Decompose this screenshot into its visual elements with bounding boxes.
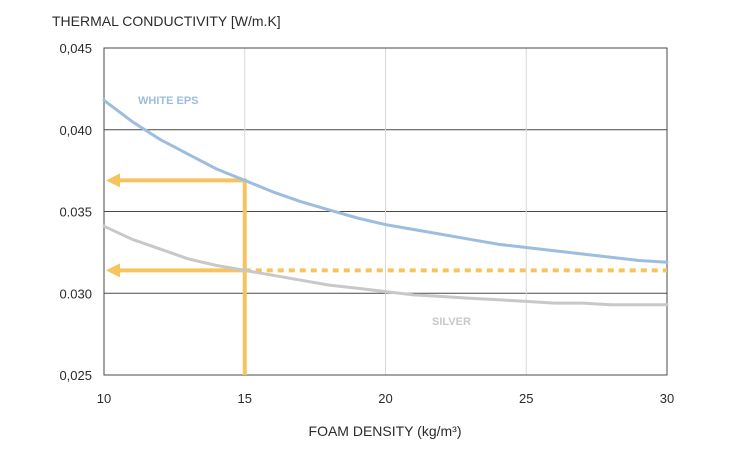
x-tick-label: 25 [519,391,533,406]
series-label-silver: SILVER [432,316,471,328]
arrowhead-silver [106,263,120,278]
y-tick-label: 0,045 [59,41,92,56]
x-tick-label: 30 [660,391,674,406]
arrowhead-white-eps [106,173,120,188]
series-line-silver [102,224,669,307]
series-line-white-eps [102,98,669,264]
y-tick-label: 0.035 [59,205,92,220]
y-axis-title: THERMAL CONDUCTIVITY [W/m.K] [52,13,281,29]
x-tick-label: 20 [378,391,392,406]
annotation-layer [106,173,667,375]
tick-layer: 0,025 0.030 0.035 0,040 0,045 10 15 20 25 30 [59,41,674,406]
series-label-white-eps: WHITE EPS [138,95,199,107]
y-tick-label: 0,040 [59,123,92,138]
y-tick-label: 0.030 [59,286,92,301]
plot-frame [103,47,668,376]
y-tick-label: 0,025 [59,368,92,383]
x-tick-label: 10 [97,391,111,406]
series-layer [102,98,669,307]
x-axis-title: FOAM DENSITY (kg/m³) [309,423,462,439]
x-tick-label: 15 [238,391,252,406]
